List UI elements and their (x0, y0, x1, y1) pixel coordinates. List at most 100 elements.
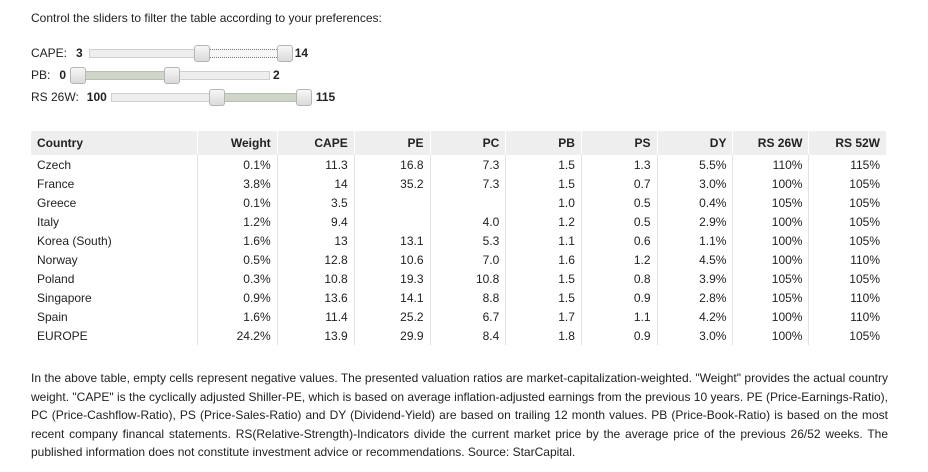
header-rs-52w[interactable]: RS 52W (808, 131, 886, 155)
cell-rs-26w: 100% (732, 212, 810, 231)
cell-rs-52w: 105% (849, 233, 880, 248)
header-pb[interactable]: PB (505, 131, 582, 155)
cell-ps: 0.5 (581, 212, 658, 231)
pb-slider-min: 0 (59, 68, 67, 82)
cell-rs-52w: 110% (850, 252, 880, 267)
cell-pe: 14.1 (354, 288, 431, 307)
pb-slider-low-handle[interactable] (70, 66, 87, 84)
pb-slider[interactable] (70, 66, 271, 84)
table-row: Italy 1.2% 9.4 4.0 1.2 0.5 2.9% 100% 105% (31, 212, 886, 231)
table-body: Czech 0.1% 11.3 16.8 7.3 1.5 1.3 5.5% 110% 115% Fr… (31, 155, 886, 345)
cell-weight: 24.2% (197, 326, 278, 345)
cell-ps: 0.9 (581, 288, 658, 307)
rs26w-slider-high-handle[interactable] (295, 88, 312, 106)
rs26w-slider-min: 100 (86, 90, 107, 104)
cell-cape: 11.4 (277, 307, 355, 326)
cape-slider[interactable] (88, 44, 293, 62)
table-row: Czech 0.1% 11.3 16.8 7.3 1.5 1.3 5.5% 110% 115% (31, 155, 886, 174)
cell-weight: 1.6% (197, 307, 278, 326)
cell-pc: 8.8 (430, 288, 507, 307)
rs26w-slider-label: RS 26W: (31, 90, 79, 104)
cell-country: Italy (31, 212, 199, 231)
cell-cape: 11.3 (277, 155, 355, 174)
cell-rs-52w: 105% (849, 328, 880, 343)
cell-ps: 0.7 (581, 174, 658, 193)
cell-rs-52w: 105% (849, 214, 880, 229)
pb-slider-row: PB: 0 2 (31, 66, 280, 84)
cell-dy: 3.0% (657, 174, 734, 193)
rs26w-slider[interactable] (110, 88, 312, 106)
cape-slider-min: 3 (76, 46, 83, 60)
header-country[interactable]: Country (31, 131, 199, 155)
table-row: Korea (South) 1.6% 13 13.1 5.3 1.1 0.6 1.1% 100%… (31, 231, 886, 250)
cell-dy: 4.2% (657, 307, 734, 326)
rs26w-slider-row: RS 26W: 100 115 (31, 88, 335, 106)
cell-rs-52w: 105% (849, 195, 880, 210)
cell-pe: 29.9 (354, 326, 431, 345)
cell-pb: 1.6 (505, 250, 582, 269)
cell-pe: 10.6 (354, 250, 431, 269)
cape-slider-low-handle[interactable] (193, 44, 210, 62)
cell-country: Singapore (31, 288, 199, 307)
cell-rs-26w: 100% (732, 326, 810, 345)
cell-rs-26w: 105% (732, 269, 810, 288)
cell-country: Korea (South) (31, 231, 199, 250)
cell-rs-52w: 105% (849, 176, 880, 191)
header-ps[interactable]: PS (581, 131, 658, 155)
cell-pc: 7.3 (430, 155, 507, 174)
cell-rs-52w: 105% (849, 271, 880, 286)
cell-cape: 12.8 (277, 250, 355, 269)
header-cape[interactable]: CAPE (277, 131, 355, 155)
cape-slider-max: 14 (294, 46, 309, 60)
cell-pc: 4.0 (430, 212, 507, 231)
cell-weight: 0.5% (197, 250, 278, 269)
table-header-row: Country Weight CAPE PE PC PB PS DY RS 26… (31, 131, 886, 155)
cell-ps: 1.2 (581, 250, 658, 269)
header-pe[interactable]: PE (354, 131, 431, 155)
cell-pc: 8.4 (430, 326, 507, 345)
cell-pe (354, 193, 431, 212)
cell-rs-26w: 100% (732, 307, 810, 326)
rs26w-slider-low-handle[interactable] (208, 88, 225, 106)
cell-country: Norway (31, 250, 199, 269)
cell-ps: 1.1 (581, 307, 658, 326)
cell-cape: 13.9 (277, 326, 355, 345)
cell-cape: 13.6 (277, 288, 355, 307)
cell-pc (430, 193, 507, 212)
cape-slider-range (201, 48, 285, 58)
cell-country: Spain (31, 307, 199, 326)
cell-dy: 3.9% (657, 269, 734, 288)
header-dy[interactable]: DY (657, 131, 734, 155)
cell-rs-26w: 105% (732, 288, 810, 307)
cell-dy: 5.5% (657, 155, 734, 174)
header-rs-26w[interactable]: RS 26W (732, 131, 810, 155)
cell-rs-26w: 100% (732, 174, 810, 193)
cell-pc: 5.3 (430, 231, 507, 250)
cell-pc: 6.7 (430, 307, 507, 326)
cell-dy: 0.4% (657, 193, 734, 212)
cell-rs-26w: 110% (732, 155, 810, 174)
cell-pe: 13.1 (354, 231, 431, 250)
table-row: EUROPE 24.2% 13.9 29.9 8.4 1.8 0.9 3.0% 100% 105% (31, 326, 886, 345)
cell-dy: 4.5% (657, 250, 734, 269)
cape-slider-label: CAPE: (31, 46, 68, 60)
cell-rs-26w: 100% (732, 250, 810, 269)
header-weight[interactable]: Weight (197, 131, 278, 155)
cell-rs-26w: 100% (732, 231, 810, 250)
cell-pe: 35.2 (354, 174, 431, 193)
cell-country: EUROPE (31, 326, 199, 345)
cell-cape: 9.4 (277, 212, 355, 231)
table-row: Poland 0.3% 10.8 19.3 10.8 1.5 0.8 3.9% 105% 105% (31, 269, 886, 288)
cell-pe: 25.2 (354, 307, 431, 326)
cell-pc: 7.3 (430, 174, 507, 193)
table-row: Singapore 0.9% 13.6 14.1 8.8 1.5 0.9 2.8% 105% 11… (31, 288, 886, 307)
cell-rs-52w: 110% (850, 290, 880, 305)
cell-pb: 1.8 (505, 326, 582, 345)
pb-slider-high-handle[interactable] (163, 66, 180, 84)
cell-ps: 0.6 (581, 231, 658, 250)
cell-weight: 3.8% (197, 174, 278, 193)
cell-rs-52w: 110% (850, 309, 880, 324)
cell-ps: 0.5 (581, 193, 658, 212)
header-pc[interactable]: PC (430, 131, 507, 155)
cape-slider-high-handle[interactable] (276, 44, 293, 62)
